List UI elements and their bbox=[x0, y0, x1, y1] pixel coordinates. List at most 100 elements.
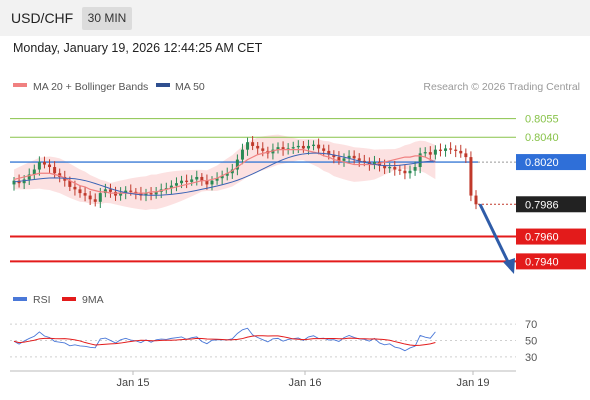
moving-averages-layer bbox=[13, 149, 515, 274]
candle-body bbox=[58, 173, 62, 177]
candle-body bbox=[281, 147, 285, 150]
candle-body bbox=[129, 190, 133, 192]
candle-body bbox=[48, 164, 52, 168]
candle-body bbox=[246, 142, 250, 150]
pivot-label: 0.8020 bbox=[525, 157, 559, 169]
ma50-legend-label: MA 50 bbox=[175, 81, 205, 93]
candle-body bbox=[32, 169, 36, 175]
candle-body bbox=[418, 153, 422, 168]
timeframe-button[interactable]: 30 MIN bbox=[82, 7, 132, 30]
labels-layer: 0.8055 0.8040 0.8020 0.7986 0.7960 0.7940 bbox=[516, 114, 586, 270]
candle-body bbox=[261, 148, 265, 151]
candle-body bbox=[73, 186, 77, 190]
candle-body bbox=[332, 154, 336, 158]
x-tick-label: Jan 15 bbox=[116, 377, 149, 389]
resistance-label: 0.8040 bbox=[525, 132, 559, 144]
rsi-tick-label: 30 bbox=[525, 352, 537, 364]
candle-body bbox=[108, 189, 112, 192]
ma50-legend-swatch bbox=[156, 83, 170, 87]
candle-body bbox=[149, 193, 153, 195]
candle-body bbox=[88, 195, 92, 200]
candle-body bbox=[464, 153, 468, 158]
candle-body bbox=[378, 162, 382, 166]
rsi-legend-label: RSI bbox=[33, 294, 51, 306]
candle-body bbox=[53, 167, 57, 174]
rsi-ma-legend-swatch bbox=[62, 297, 76, 301]
candle-body bbox=[215, 178, 219, 181]
candle-body bbox=[459, 150, 463, 154]
candle-body bbox=[454, 149, 458, 151]
candle-body bbox=[362, 160, 366, 163]
bollinger-bands-layer bbox=[14, 134, 436, 210]
source-label: Research © 2026 Trading Central bbox=[423, 81, 580, 93]
candle-body bbox=[393, 167, 397, 170]
candle-body bbox=[68, 180, 72, 187]
rsi-tick-label: 70 bbox=[525, 319, 537, 331]
candle-body bbox=[403, 170, 407, 174]
candle-body bbox=[42, 162, 46, 165]
candle-body bbox=[22, 179, 26, 184]
header-bar: USD/CHF 30 MIN bbox=[0, 0, 590, 36]
resistance-label: 0.8055 bbox=[525, 114, 559, 126]
ma20-legend-swatch bbox=[13, 83, 27, 87]
candle-body bbox=[190, 179, 194, 182]
candle-body bbox=[337, 157, 341, 161]
candle-body bbox=[83, 193, 87, 196]
candle-body bbox=[438, 149, 442, 151]
candle-body bbox=[322, 148, 326, 151]
candle-body bbox=[124, 190, 128, 194]
candle-body bbox=[327, 150, 331, 155]
candle-body bbox=[17, 180, 21, 184]
candle-body bbox=[174, 183, 178, 186]
candle-body bbox=[225, 173, 229, 176]
candle-body bbox=[449, 148, 453, 150]
candle-body bbox=[286, 148, 290, 150]
candle-body bbox=[134, 191, 138, 194]
candle-body bbox=[93, 199, 97, 202]
candle-body bbox=[251, 142, 255, 146]
candle-body bbox=[357, 158, 361, 161]
candle-body bbox=[444, 148, 448, 151]
rsi-legend-swatch bbox=[13, 297, 27, 301]
rsi-panel: 70 50 30 bbox=[10, 319, 537, 364]
pivot-label-box bbox=[516, 154, 586, 171]
candle-body bbox=[296, 145, 300, 148]
rsi-ma-legend-label: 9MA bbox=[82, 294, 104, 306]
candle-body bbox=[220, 175, 224, 179]
candle-body bbox=[180, 180, 184, 184]
candle-body bbox=[164, 188, 168, 190]
candle-body bbox=[78, 189, 82, 194]
candle-body bbox=[154, 191, 158, 195]
projection-arrow bbox=[478, 203, 512, 267]
ma20-line bbox=[13, 149, 436, 194]
candle-body bbox=[372, 162, 376, 165]
candle-body bbox=[423, 152, 427, 154]
bollinger-band bbox=[14, 134, 436, 210]
candle-body bbox=[12, 180, 16, 185]
rsi-ma-line bbox=[13, 335, 436, 347]
last-price-box bbox=[516, 196, 586, 213]
candle-body bbox=[185, 180, 189, 182]
candle-body bbox=[235, 159, 239, 170]
candle-body bbox=[144, 193, 148, 196]
support-label: 0.7940 bbox=[525, 256, 559, 268]
candle-body bbox=[398, 169, 402, 171]
candle-body bbox=[291, 147, 295, 149]
candle-body bbox=[383, 165, 387, 169]
candle-body bbox=[469, 157, 473, 196]
last-price-label: 0.7986 bbox=[525, 199, 559, 211]
candle-body bbox=[276, 147, 280, 150]
candle-body bbox=[342, 158, 346, 161]
candle-body bbox=[210, 180, 214, 185]
candle-body bbox=[119, 193, 123, 196]
candle-body bbox=[37, 162, 41, 170]
candle-body bbox=[103, 189, 107, 194]
grid-layer: Jan 15 Jan 16 Jan 19 bbox=[10, 370, 516, 389]
candle-body bbox=[388, 167, 392, 169]
candle-body bbox=[256, 145, 260, 149]
candle-body bbox=[271, 149, 275, 154]
candle-body bbox=[413, 167, 417, 171]
candle-body bbox=[200, 176, 204, 181]
candle-body bbox=[428, 152, 432, 155]
